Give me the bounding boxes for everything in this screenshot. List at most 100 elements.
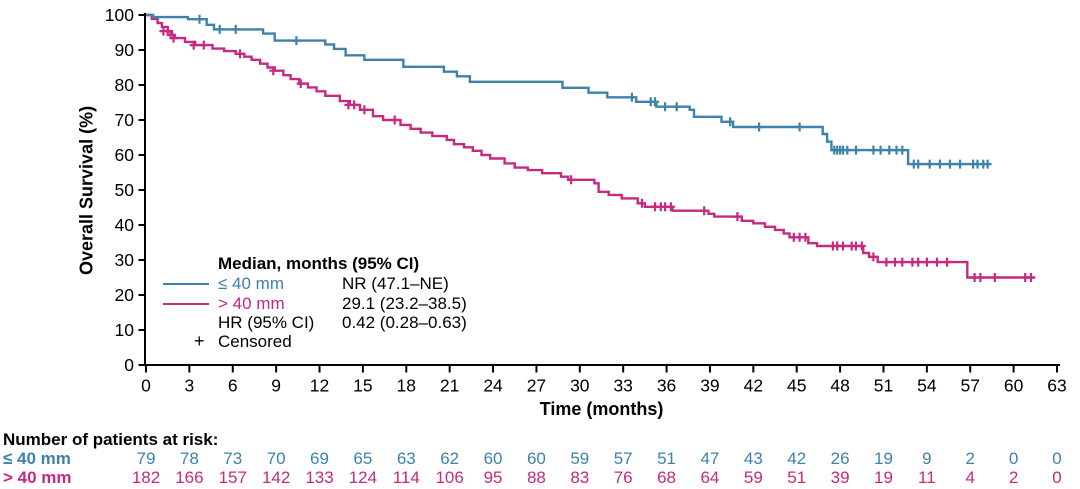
risk-count: 79: [136, 449, 156, 468]
risk-count: 51: [657, 449, 677, 468]
risk-count: 73: [223, 449, 243, 468]
x-tick-label: 21: [440, 375, 459, 395]
risk-count: 78: [179, 449, 199, 468]
risk-count: 83: [570, 468, 590, 487]
x-tick-label: 48: [830, 375, 849, 395]
risk-count: 43: [743, 449, 763, 468]
risk-row-label-gt40: > 40 mm: [3, 468, 72, 487]
x-tick-label: 39: [700, 375, 719, 395]
x-tick-label: 24: [483, 375, 503, 395]
risk-count: 70: [266, 449, 286, 468]
legend-label-le40: ≤ 40 mm: [218, 274, 285, 293]
series-line-sample-le40: [163, 283, 209, 285]
risk-count: 59: [570, 449, 590, 468]
risk-count: 11: [918, 468, 936, 487]
x-tick-label: 18: [397, 375, 416, 395]
risk-count: 57: [613, 449, 633, 468]
risk-count: 64: [700, 468, 720, 487]
risk-count: 4: [965, 468, 975, 487]
risk-count: 63: [396, 449, 416, 468]
y-tick-label: 90: [115, 40, 135, 60]
x-tick-label: 12: [310, 375, 329, 395]
x-tick-label: 45: [787, 375, 806, 395]
censored-plus-icon: +: [194, 331, 205, 351]
legend-censored-label: Censored: [218, 332, 292, 351]
risk-count: 0: [1008, 449, 1019, 468]
x-axis-title: Time (months): [539, 399, 664, 419]
x-tick-label: 33: [613, 375, 632, 395]
risk-row-label-le40: ≤ 40 mm: [3, 449, 71, 468]
y-tick-label: 60: [115, 145, 135, 165]
risk-count: 157: [218, 468, 247, 487]
risk-count: 2: [965, 449, 975, 468]
risk-count: 124: [348, 468, 378, 487]
risk-count: 47: [700, 449, 720, 468]
y-tick-label: 50: [115, 180, 135, 200]
legend-hr-value: 0.42 (0.28–0.63): [342, 313, 467, 332]
y-tick-label: 80: [115, 75, 135, 95]
risk-count: 0: [1052, 449, 1062, 468]
survival-curve-gt40: [146, 13, 1036, 279]
risk-count: 95: [483, 468, 503, 487]
x-tick-label: 63: [1047, 375, 1066, 395]
risk-count: 65: [353, 449, 373, 468]
x-tick-label: 27: [527, 375, 546, 395]
x-tick-label: 57: [961, 375, 980, 395]
risk-count: 62: [440, 449, 460, 468]
y-tick-label: 20: [115, 285, 135, 305]
risk-count: 19: [874, 468, 893, 487]
x-tick-label: 9: [271, 375, 281, 395]
risk-count: 166: [175, 468, 204, 487]
legend-title: Median, months (95% CI): [218, 254, 420, 273]
risk-count: 88: [526, 468, 546, 487]
x-tick-label: 54: [917, 375, 937, 395]
y-tick-label: 30: [115, 250, 135, 270]
risk-count: 51: [787, 468, 807, 487]
risk-count: 68: [657, 468, 677, 487]
x-tick-label: 15: [353, 375, 372, 395]
y-tick-label: 10: [115, 320, 135, 340]
x-tick-label: 60: [1004, 375, 1024, 395]
risk-count: 39: [830, 468, 850, 487]
risk-count: 0: [1052, 468, 1062, 487]
risk-count: 133: [305, 468, 334, 487]
x-tick-label: 51: [874, 375, 893, 395]
series-line-sample-gt40: [163, 303, 209, 305]
survival-curve-le40: [146, 13, 991, 166]
legend-hr-label: HR (95% CI): [218, 313, 315, 332]
risk-count: 182: [131, 468, 161, 487]
x-tick-label: 30: [570, 375, 590, 395]
legend-median-gt40: 29.1 (23.2–38.5): [342, 294, 467, 313]
risk-count: 60: [526, 449, 546, 468]
risk-count: 114: [392, 468, 420, 487]
x-tick-label: 36: [657, 375, 676, 395]
risk-count: 60: [483, 449, 503, 468]
censor-marks-le40: [195, 14, 992, 169]
x-tick-label: 0: [141, 375, 151, 395]
y-tick-label: 0: [124, 355, 134, 375]
y-axis-title: Overall Survival (%): [76, 105, 97, 275]
risk-count: 76: [613, 468, 633, 487]
risk-count: 106: [435, 468, 464, 487]
censor-marks-gt40: [159, 26, 1035, 282]
legend: Median, months (95% CI) ≤ 40 mm NR (47.1…: [163, 252, 583, 352]
y-tick-label: 40: [115, 215, 135, 235]
risk-table-title: Number of patients at risk:: [3, 430, 219, 449]
risk-count: 69: [310, 449, 329, 468]
x-tick-label: 42: [744, 375, 763, 395]
x-tick-label: 6: [228, 375, 238, 395]
risk-count: 59: [743, 468, 763, 487]
risk-count: 2: [1008, 468, 1019, 487]
risk-count: 9: [922, 449, 932, 468]
risk-count: 26: [830, 449, 850, 468]
risk-count: 19: [874, 449, 893, 468]
y-tick-label: 100: [105, 5, 134, 25]
legend-label-gt40: > 40 mm: [218, 294, 285, 313]
x-tick-label: 3: [185, 375, 195, 395]
y-tick-label: 70: [115, 110, 135, 130]
legend-median-le40: NR (47.1–NE): [342, 274, 449, 293]
risk-count: 42: [787, 449, 807, 468]
risk-count: 142: [261, 468, 291, 487]
